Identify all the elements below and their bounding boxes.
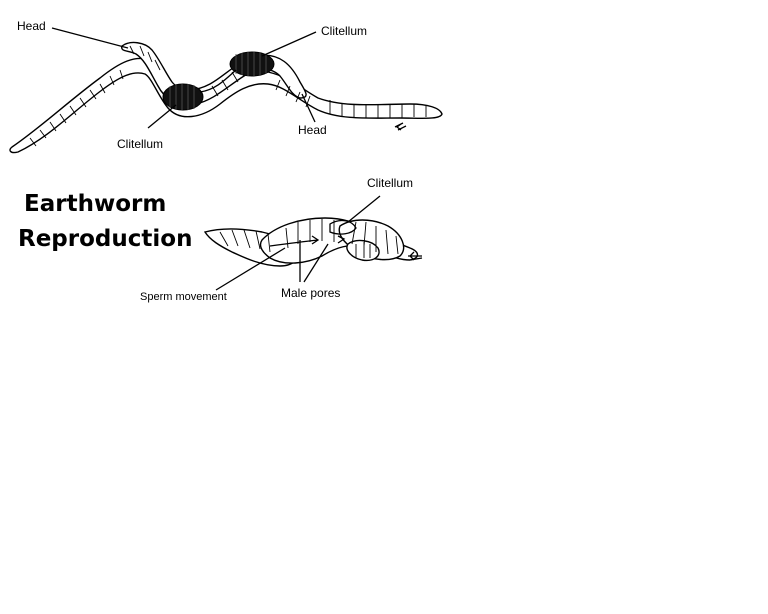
bottom-clitellum-band <box>329 219 357 235</box>
label-clitellum-bottom: Clitellum <box>367 176 413 190</box>
leader-head-top-left <box>51 27 129 49</box>
label-sperm-movement: Sperm movement <box>140 291 227 303</box>
top-tail-marks <box>394 122 407 131</box>
label-clitellum-top-left: Clitellum <box>117 137 163 151</box>
top-clitellum-band-right <box>229 51 275 77</box>
label-clitellum-top-right: Clitellum <box>321 24 367 38</box>
leader-clitellum-top-right <box>261 31 317 57</box>
leader-clitellum-top-left <box>147 104 177 129</box>
title-line-1: Earthworm <box>24 191 166 217</box>
sperm-movement-arrows <box>269 235 346 247</box>
leader-male-pores-2 <box>303 243 329 283</box>
bottom-worm-loop <box>346 239 380 262</box>
leader-sperm-movement <box>215 247 286 291</box>
bottom-tail-marks <box>408 251 423 261</box>
top-clitellum-band-left <box>162 83 204 111</box>
top-worm-pair-illustration <box>9 41 443 154</box>
bottom-worm-closeup-illustration <box>203 217 423 267</box>
title-line-2: Reproduction <box>18 226 192 252</box>
label-head-top-middle: Head <box>298 123 327 137</box>
label-head-top-left: Head <box>17 19 46 33</box>
worm-a-segments <box>29 69 427 147</box>
leader-head-top-middle <box>301 93 316 123</box>
leader-clitellum-bottom <box>347 195 381 223</box>
bottom-segments <box>219 219 399 258</box>
label-male-pores: Male pores <box>281 286 340 300</box>
